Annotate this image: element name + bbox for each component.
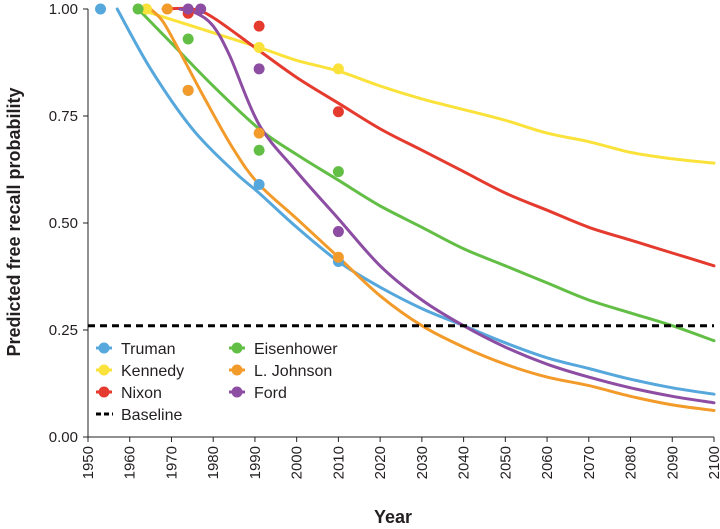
y-tick-label: 0.75 [49, 108, 78, 125]
legend-swatch-dot-l-johnson [231, 364, 243, 376]
data-point-l-johnson [253, 127, 265, 139]
data-point-eisenhower [182, 33, 194, 45]
data-point-eisenhower [332, 166, 344, 178]
series-line-l-johnson [149, 7, 716, 412]
x-tick-label: 2010 [330, 446, 347, 479]
data-point-truman [95, 3, 107, 15]
x-tick-label: 1990 [247, 446, 264, 479]
x-tick-label: 2050 [497, 446, 514, 479]
x-tick-label: 2070 [581, 446, 598, 479]
x-tick-label: 2020 [372, 446, 389, 479]
data-point-l-johnson [182, 84, 194, 96]
data-point-kennedy [253, 42, 265, 54]
x-tick-label: 1980 [205, 446, 222, 479]
y-tick-label: 0.50 [49, 215, 78, 232]
data-point-kennedy [140, 3, 152, 15]
tick-labels: 1950 1960 1970 1980 1990 2000 2010 2020 2030 2040… [49, 1, 720, 479]
data-point-ford [182, 3, 194, 15]
data-point-nixon [332, 106, 344, 118]
x-axis-title: Year [374, 507, 412, 527]
legend: Truman Kennedy Nixon Eisenhower L. Johnson Fo… [96, 341, 338, 424]
series-line-ford [178, 7, 716, 405]
data-point-l-johnson [161, 3, 173, 15]
legend-swatch-dot-eisenhower [231, 342, 243, 354]
data-point-nixon [253, 20, 265, 32]
axes [83, 8, 715, 442]
data-point-ford [253, 63, 265, 75]
x-tick-label: 1950 [80, 446, 97, 479]
data-point-kennedy [332, 63, 344, 75]
series-line-nixon [161, 6, 716, 268]
x-tick-label: 2030 [414, 446, 431, 479]
x-tick-label: 2090 [664, 446, 681, 479]
x-tick-label: 2040 [456, 446, 473, 479]
data-point-ford [332, 226, 344, 238]
data-points [95, 3, 344, 268]
x-tick-label: 2000 [289, 446, 306, 479]
data-point-ford [195, 3, 207, 15]
legend-swatch-dot-ford [231, 386, 243, 398]
legend-label-baseline: Baseline [121, 407, 182, 424]
data-point-eisenhower [132, 3, 144, 15]
legend-label-eisenhower: Eisenhower [254, 341, 338, 358]
x-tick-label: 2060 [539, 446, 556, 479]
legend-swatch-dot-truman [98, 342, 110, 354]
legend-swatch-dot-nixon [98, 386, 110, 398]
legend-label-ford: Ford [254, 385, 287, 402]
data-point-l-johnson [332, 251, 344, 263]
series-curves [115, 6, 716, 412]
series-line-truman [115, 7, 716, 396]
legend-label-kennedy: Kennedy [121, 363, 184, 380]
y-tick-label: 0.25 [49, 322, 78, 339]
legend-label-nixon: Nixon [121, 385, 162, 402]
x-tick-label: 2100 [706, 446, 720, 479]
legend-swatch-dot-kennedy [98, 364, 110, 376]
x-tick-label: 1960 [122, 446, 139, 479]
data-point-eisenhower [253, 144, 265, 156]
data-point-truman [253, 178, 265, 190]
y-tick-label: 1.00 [49, 1, 78, 18]
y-axis-title: Predicted free recall probability [4, 87, 24, 356]
x-tick-label: 2080 [623, 446, 640, 479]
x-tick-label: 1970 [163, 446, 180, 479]
series-line-eisenhower [136, 7, 716, 343]
series-line-kennedy [136, 7, 716, 165]
legend-label-l-johnson: L. Johnson [254, 363, 332, 380]
y-tick-label: 0.00 [49, 429, 78, 446]
legend-label-truman: Truman [121, 341, 176, 358]
